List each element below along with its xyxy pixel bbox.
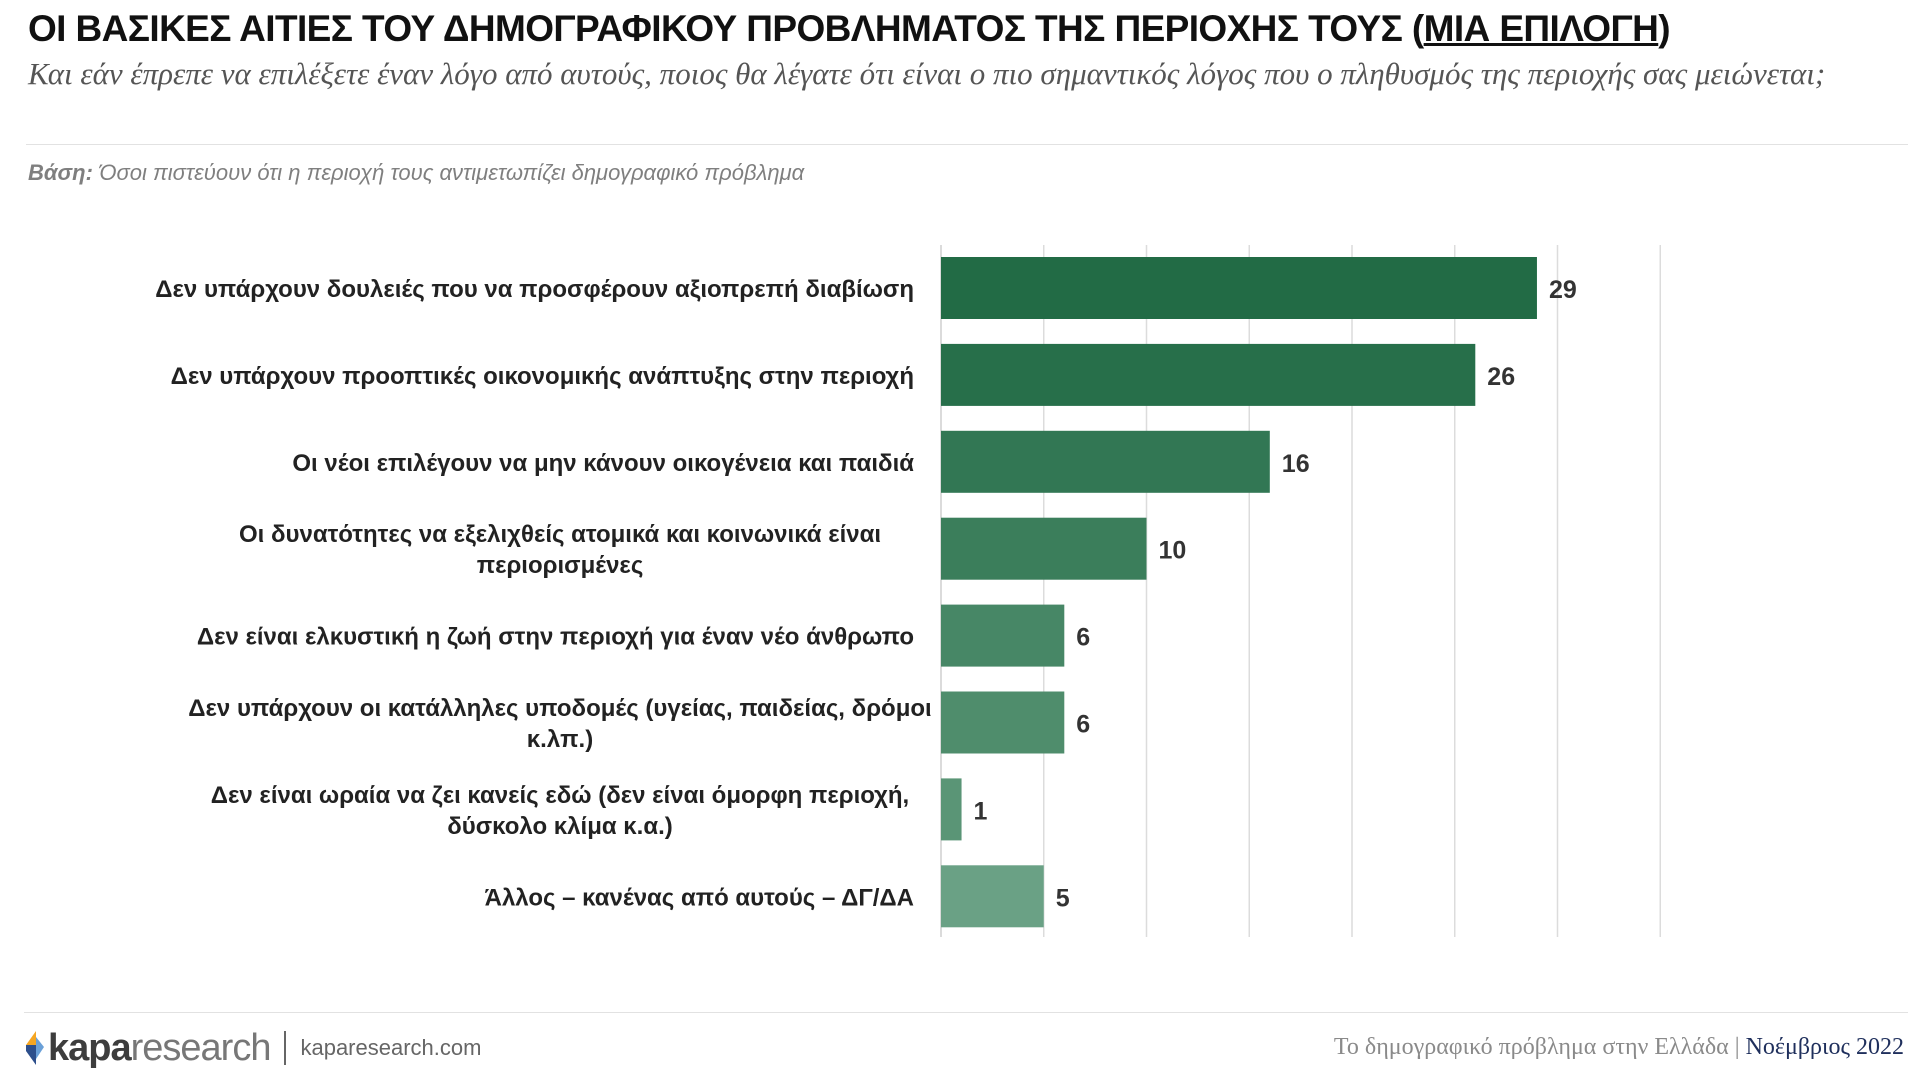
bar bbox=[941, 604, 1065, 667]
logo-mark-icon bbox=[26, 1031, 44, 1065]
header-divider bbox=[26, 144, 1908, 145]
bar bbox=[941, 517, 1147, 580]
category-label: Οι δυνατότητες να εξελιχθείς ατομικά και… bbox=[239, 521, 881, 579]
bar bbox=[941, 343, 1476, 406]
data-label: 29 bbox=[1549, 276, 1577, 304]
bar bbox=[941, 691, 1065, 754]
data-label: 10 bbox=[1159, 537, 1187, 565]
footer-divider bbox=[24, 1012, 1908, 1013]
logo: kapa research bbox=[22, 1026, 272, 1070]
base-label: Βάση: bbox=[28, 160, 93, 185]
bar bbox=[941, 430, 1270, 493]
bar bbox=[941, 778, 962, 841]
category-label: Δεν υπάρχουν δουλειές που να προσφέρουν … bbox=[155, 276, 914, 303]
report-title: Το δημογραφικό πρόβλημα στην Ελλάδα | bbox=[1333, 1034, 1746, 1060]
data-label: 6 bbox=[1076, 624, 1090, 652]
category-label: Δεν είναι ελκυστική η ζωή στην περιοχή γ… bbox=[197, 624, 914, 651]
survey-question: Και εάν έπρεπε να επιλέξετε έναν λόγο απ… bbox=[28, 56, 1826, 91]
footer-separator bbox=[284, 1031, 287, 1065]
website-link[interactable]: kaparesearch.com bbox=[300, 1035, 482, 1060]
data-label: 5 bbox=[1056, 884, 1070, 912]
category-label: Δεν είναι ωραία να ζει κανείς εδώ (δεν ε… bbox=[211, 782, 909, 840]
page-title: ΟΙ ΒΑΣΙΚΕΣ ΑΙΤΙΕΣ ΤΟΥ ΔΗΜΟΓΡΑΦΙΚΟΥ ΠΡΟΒΛ… bbox=[28, 8, 1908, 50]
base-note: Βάση: Όσοι πιστεύουν ότι η περιοχή τους … bbox=[28, 160, 804, 186]
bar bbox=[941, 257, 1537, 319]
logo-text-kapa: kapa bbox=[48, 1026, 132, 1069]
data-label: 1 bbox=[974, 797, 988, 825]
logo-text-research: research bbox=[130, 1026, 272, 1069]
footer-brand: kapa research kaparesearch.com bbox=[22, 1026, 481, 1070]
data-label: 26 bbox=[1487, 363, 1515, 391]
title-main: ΟΙ ΒΑΣΙΚΕΣ ΑΙΤΙΕΣ ΤΟΥ ΔΗΜΟΓΡΑΦΙΚΟΥ ΠΡΟΒΛ… bbox=[28, 8, 1424, 49]
category-label: Δεν υπάρχουν προοπτικές οικονομικής ανάπ… bbox=[171, 363, 914, 390]
footer-report-info: Το δημογραφικό πρόβλημα στην Ελλάδα | Νο… bbox=[1334, 1034, 1904, 1061]
base-text: Όσοι πιστεύουν ότι η περιοχή τους αντιμε… bbox=[92, 160, 805, 185]
report-date: Νοέμβριος 2022 bbox=[1745, 1034, 1904, 1060]
category-label: Άλλος – κανένας από αυτούς – ΔΓ/ΔΑ bbox=[485, 884, 914, 911]
title-close: ) bbox=[1658, 8, 1670, 49]
data-label: 6 bbox=[1076, 711, 1090, 739]
bar-chart: 29 Δεν υπάρχουν δουλειές που να προσφέρου… bbox=[155, 245, 1661, 937]
data-label: 16 bbox=[1282, 450, 1310, 478]
title-underlined: ΜΙΑ ΕΠΙΛΟΓΗ bbox=[1423, 8, 1659, 49]
category-label: Δεν υπάρχουν οι κατάλληλες υποδομές (υγε… bbox=[188, 695, 931, 753]
category-label: Οι νέοι επιλέγουν να μην κάνουν οικογένε… bbox=[292, 450, 914, 477]
bar bbox=[941, 865, 1044, 928]
